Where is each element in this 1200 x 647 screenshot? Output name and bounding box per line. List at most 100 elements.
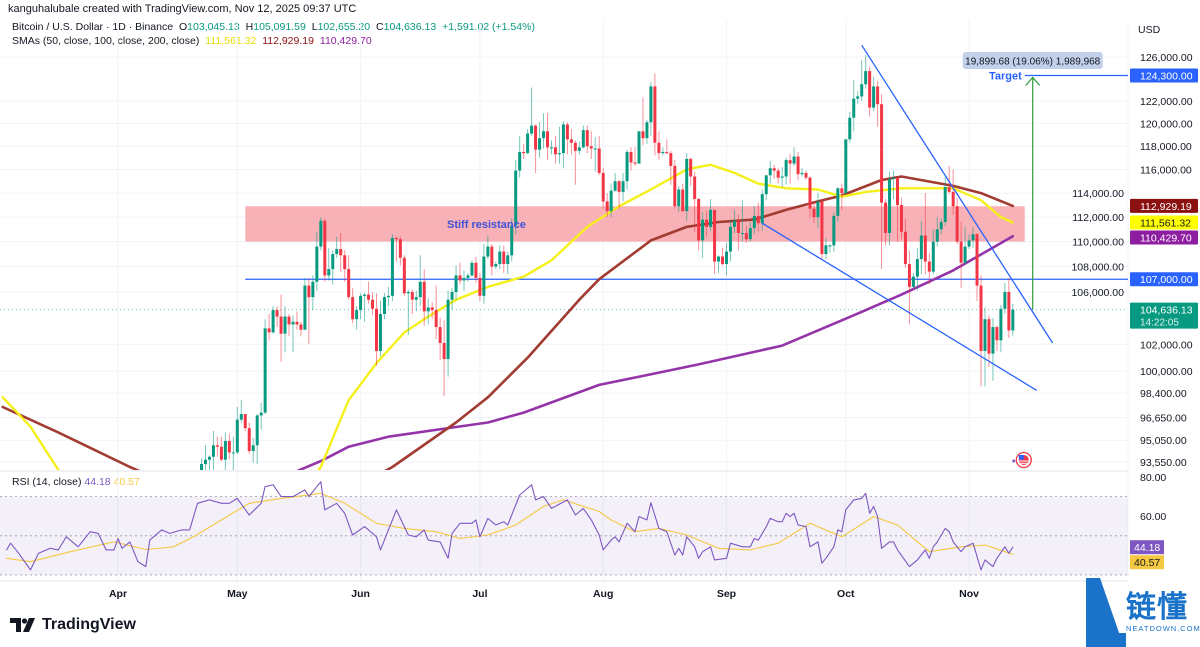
candle[interactable] <box>378 301 382 357</box>
candle[interactable] <box>569 129 573 155</box>
candle[interactable] <box>728 219 732 262</box>
candle[interactable] <box>514 160 518 235</box>
candle[interactable] <box>685 153 689 221</box>
candle[interactable] <box>375 293 379 366</box>
candle[interactable] <box>506 251 510 275</box>
candle[interactable] <box>864 54 868 89</box>
candle[interactable] <box>613 172 617 192</box>
candle[interactable] <box>796 151 800 181</box>
candle[interactable] <box>967 234 971 250</box>
candle[interactable] <box>768 161 772 184</box>
candle[interactable] <box>454 265 458 300</box>
upper-trendline[interactable] <box>861 44 1054 344</box>
candle[interactable] <box>549 140 553 155</box>
candle[interactable] <box>259 402 263 430</box>
tradingview-logo[interactable]: TradingView <box>10 616 136 634</box>
candle[interactable] <box>617 180 621 209</box>
candle[interactable] <box>784 157 788 185</box>
candle[interactable] <box>907 250 911 325</box>
resistance-zone[interactable] <box>245 206 1025 242</box>
candle[interactable] <box>808 176 812 219</box>
candle[interactable] <box>287 313 291 337</box>
candle[interactable] <box>426 298 430 325</box>
candle[interactable] <box>561 121 565 169</box>
candle[interactable] <box>470 260 474 277</box>
currency-label[interactable]: USD <box>1138 24 1161 36</box>
candle[interactable] <box>804 170 808 181</box>
candle[interactable] <box>291 315 295 353</box>
candle[interactable] <box>200 458 204 559</box>
candle[interactable] <box>546 113 550 161</box>
candle[interactable] <box>406 289 410 335</box>
candle[interactable] <box>812 201 816 224</box>
candle[interactable] <box>351 288 355 324</box>
candle[interactable] <box>979 275 983 387</box>
candle[interactable] <box>335 236 339 258</box>
candle[interactable] <box>991 317 995 381</box>
candle[interactable] <box>788 154 792 184</box>
candle[interactable] <box>255 414 259 465</box>
candle[interactable] <box>927 252 931 285</box>
candle[interactable] <box>601 168 605 209</box>
candle[interactable] <box>526 129 530 155</box>
candle[interactable] <box>1011 303 1015 336</box>
candle[interactable] <box>701 212 705 258</box>
candle[interactable] <box>919 220 923 275</box>
candle[interactable] <box>486 235 490 260</box>
candle[interactable] <box>339 233 343 272</box>
candle[interactable] <box>585 125 589 154</box>
candle[interactable] <box>987 315 991 368</box>
candle[interactable] <box>386 286 390 307</box>
candle[interactable] <box>247 422 251 454</box>
candle[interactable] <box>756 202 760 232</box>
candle[interactable] <box>629 147 633 171</box>
candle[interactable] <box>299 321 303 337</box>
candle[interactable] <box>995 325 999 351</box>
candle[interactable] <box>915 247 919 291</box>
candle[interactable] <box>661 147 665 156</box>
candle[interactable] <box>939 218 943 235</box>
candle[interactable] <box>466 272 470 282</box>
candle[interactable] <box>824 237 828 260</box>
candle[interactable] <box>446 290 450 377</box>
candle[interactable] <box>764 175 768 201</box>
candle[interactable] <box>744 225 748 243</box>
candle[interactable] <box>697 197 701 251</box>
candle[interactable] <box>935 217 939 247</box>
candle[interactable] <box>271 306 275 334</box>
candle[interactable] <box>219 436 223 462</box>
candle[interactable] <box>653 73 657 156</box>
candle[interactable] <box>215 436 219 457</box>
candle[interactable] <box>872 76 876 111</box>
candle[interactable] <box>816 193 820 229</box>
candle[interactable] <box>605 193 609 218</box>
candle[interactable] <box>450 288 454 311</box>
candle[interactable] <box>641 97 645 146</box>
candle[interactable] <box>677 185 681 213</box>
candle[interactable] <box>494 261 498 270</box>
candle[interactable] <box>347 255 351 300</box>
candle[interactable] <box>553 135 557 164</box>
candle[interactable] <box>740 200 744 242</box>
candle[interactable] <box>840 183 844 210</box>
candle[interactable] <box>884 199 888 246</box>
candle[interactable] <box>557 126 561 164</box>
candle[interactable] <box>458 262 462 285</box>
candle[interactable] <box>434 285 438 339</box>
candle[interactable] <box>721 247 725 266</box>
candle[interactable] <box>410 289 414 314</box>
candle[interactable] <box>649 82 653 136</box>
candle[interactable] <box>315 231 319 291</box>
candle[interactable] <box>717 255 721 273</box>
candle[interactable] <box>211 430 215 473</box>
candle[interactable] <box>832 212 836 252</box>
candle[interactable] <box>621 172 625 202</box>
candle[interactable] <box>231 436 235 472</box>
candle[interactable] <box>542 113 546 149</box>
candle[interactable] <box>279 294 283 362</box>
candle[interactable] <box>752 206 756 235</box>
candle[interactable] <box>263 319 267 415</box>
candle[interactable] <box>828 244 832 253</box>
candle[interactable] <box>239 400 243 423</box>
candle[interactable] <box>999 304 1003 353</box>
